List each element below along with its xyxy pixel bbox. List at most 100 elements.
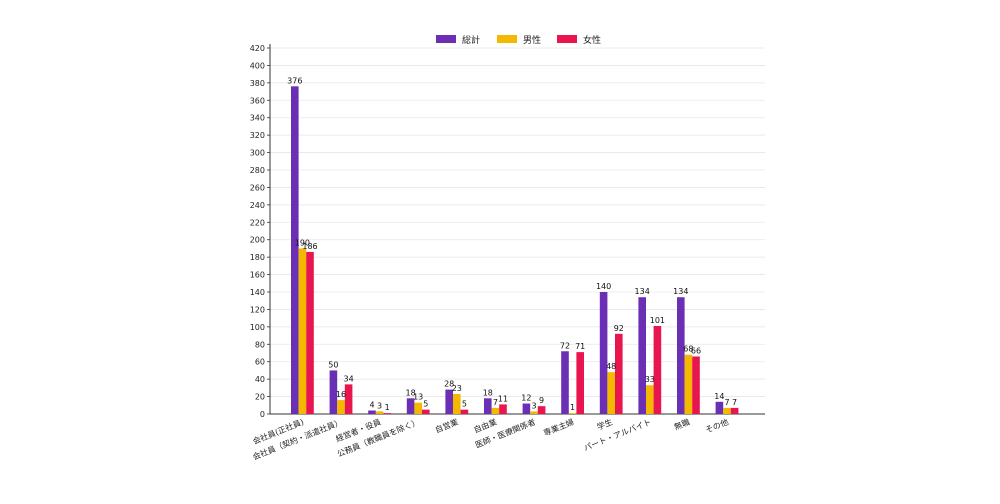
y-tick-label: 300 [250,149,265,158]
data-label: 134 [673,287,688,296]
bar [484,398,492,414]
bar [383,413,391,414]
category-label: パート・アルバイト [582,418,652,453]
bar [460,409,469,414]
data-label: 4 [369,401,374,410]
legend-label: 総計 [462,34,480,46]
bar [576,352,584,414]
bar [568,413,577,414]
legend-label: 男性 [523,34,541,46]
bar [368,410,376,414]
bar [730,407,739,414]
y-tick-label: 320 [250,131,265,140]
bar [561,351,569,414]
bar [499,404,507,414]
data-label: 11 [498,394,508,403]
data-label: 101 [650,316,665,325]
y-tick-label: 380 [250,79,265,88]
data-label: 34 [344,374,354,383]
data-label: 14 [714,392,724,401]
y-tick-label: 180 [250,253,265,262]
bars [291,86,739,414]
data-label: 66 [691,346,701,355]
y-tick-label: 60 [255,358,265,367]
bar [638,297,646,414]
y-tick-label: 340 [250,114,265,123]
bar [677,297,685,414]
data-label: 48 [606,362,616,371]
bar [522,403,531,414]
bar [537,406,546,414]
y-tick-label: 420 [250,44,265,53]
y-tick-label: 160 [250,271,265,280]
data-label: 18 [483,388,493,397]
legend: 総計 男性 女性 [436,34,601,46]
category-label: 自営業 [434,417,460,435]
legend-label: 女性 [583,34,601,46]
data-label: 134 [635,287,650,296]
bar [375,411,384,414]
data-label: 190 [295,238,310,247]
data-label: 33 [645,375,655,384]
y-tick-label: 40 [255,375,265,384]
data-label: 7 [732,398,737,407]
legend-swatch [436,35,456,43]
y-tick-label: 240 [250,201,265,210]
bar [653,325,662,414]
bar [607,372,615,414]
bar [291,86,299,414]
y-tick-label: 0 [260,410,265,419]
bar [306,251,314,414]
bar [406,398,415,414]
data-label: 16 [336,390,346,399]
y-tick-label: 80 [255,340,265,349]
bar [692,356,700,414]
category-label: 学生 [595,417,614,432]
y-tick-label: 200 [250,236,265,245]
data-label: 5 [423,400,428,409]
data-label: 1 [385,403,390,412]
y-tick-label: 220 [250,218,265,227]
y-tick-label: 20 [255,393,265,402]
bar [344,384,353,414]
data-label: 72 [560,341,570,350]
y-tick-label: 120 [250,305,265,314]
data-label: 9 [539,396,544,405]
data-label: 71 [575,342,585,351]
data-label: 92 [614,324,624,333]
category-label: 自由業 [472,417,498,435]
bar [298,248,307,414]
data-label: 140 [596,282,611,291]
bar [414,402,422,414]
bar [684,354,693,414]
category-label: 専業主婦 [542,417,575,438]
data-label: 3 [531,401,536,410]
data-label: 50 [328,360,338,369]
data-label: 23 [452,384,462,393]
y-tick-label: 400 [250,61,265,70]
data-label: 28 [444,380,454,389]
data-label: 1 [570,403,575,412]
category-label: 無職 [673,417,692,432]
legend-swatch [497,35,517,43]
legend-swatch [557,35,577,43]
data-label: 13 [413,393,423,402]
data-label: 12 [521,394,531,403]
category-label: その他 [704,417,730,435]
grid-lines [270,47,765,397]
y-tick-label: 360 [250,96,265,105]
bar [646,385,654,414]
y-tick-label: 140 [250,288,265,297]
bar [530,411,538,414]
y-tick-label: 260 [250,183,265,192]
y-tick-label: 100 [250,323,265,332]
data-label: 5 [462,400,467,409]
bar [445,389,453,414]
data-label: 376 [287,76,302,85]
bar [453,393,461,414]
data-label: 68 [683,345,693,354]
